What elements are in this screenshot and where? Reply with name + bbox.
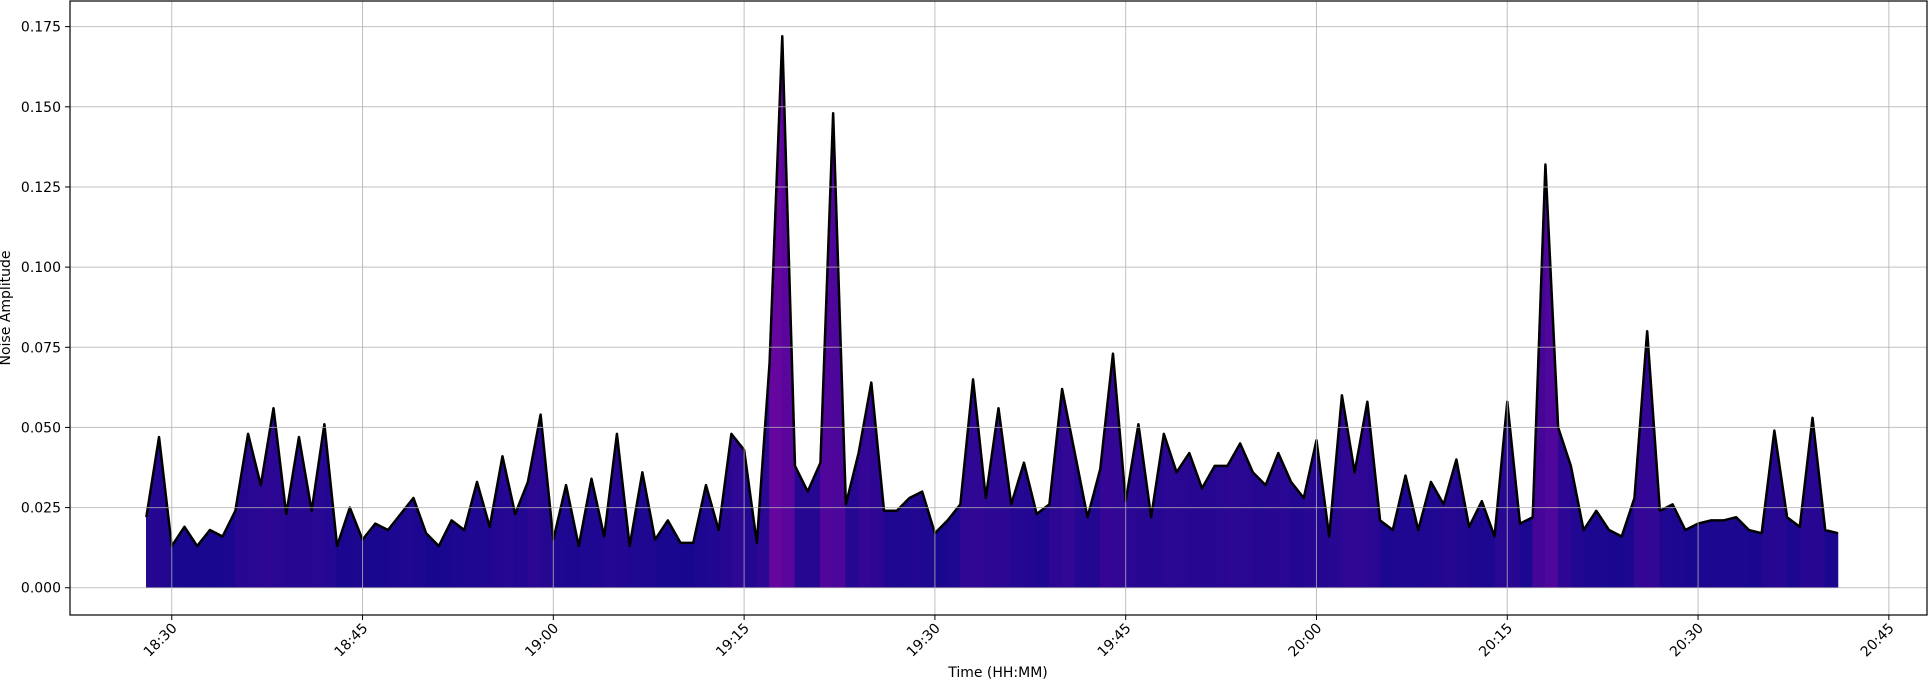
area-segment <box>209 529 223 589</box>
x-tick-label: 20:00 <box>1285 621 1325 661</box>
area-segment <box>1074 453 1088 589</box>
area-segment <box>985 408 999 589</box>
area-segment <box>1417 481 1432 589</box>
area-segment <box>527 414 541 589</box>
x-tick-label: 19:45 <box>1095 621 1135 661</box>
x-tick-label: 19:30 <box>904 621 944 661</box>
area-segment <box>1265 452 1279 589</box>
area-segment <box>260 408 274 589</box>
area-fill <box>146 36 1839 589</box>
area-segment <box>463 481 478 589</box>
area-segment <box>1341 395 1355 589</box>
area-segment <box>374 523 389 589</box>
area-segment <box>285 437 300 589</box>
area-segment <box>1456 459 1470 589</box>
area-segment <box>1392 475 1406 589</box>
area-segment <box>883 510 898 589</box>
area-segment <box>845 453 859 589</box>
area-segment <box>807 462 821 589</box>
area-segment <box>705 485 719 589</box>
area-segment <box>1099 353 1114 589</box>
area-segment <box>1023 462 1037 589</box>
x-tick-label: 19:15 <box>713 621 753 661</box>
x-tick-label: 19:00 <box>522 621 562 661</box>
plot-frame <box>69 0 1928 616</box>
area-segment <box>1481 501 1495 589</box>
area-segment <box>1227 442 1241 589</box>
area-segment <box>1252 471 1266 589</box>
area-segment <box>1710 520 1724 589</box>
area-segment <box>1278 452 1292 589</box>
area-segment <box>1303 440 1317 589</box>
x-tick-label: 18:45 <box>332 621 372 661</box>
area-segment <box>1087 469 1101 589</box>
area-segment <box>451 519 465 589</box>
area-segment <box>896 497 910 589</box>
area-segment <box>387 513 401 589</box>
y-axis-label: Noise Amplitude <box>0 250 14 365</box>
area-segment <box>502 456 516 589</box>
area-segment <box>909 491 923 589</box>
y-tick-label: 0.050 <box>21 420 61 436</box>
area-segment <box>921 491 936 589</box>
area-segment <box>235 433 249 589</box>
y-tick-label: 0.100 <box>21 260 61 276</box>
area-segment <box>298 437 312 589</box>
area-segment <box>731 432 745 589</box>
area-segment <box>1430 480 1444 589</box>
area-segment <box>1214 465 1228 589</box>
area-segment <box>1786 516 1801 589</box>
area-segment <box>413 497 427 589</box>
y-tick-label: 0.075 <box>21 340 61 356</box>
area-segment <box>1036 503 1050 589</box>
x-tick-label: 20:45 <box>1858 621 1898 661</box>
area-segment <box>1176 452 1190 589</box>
area-segment <box>1685 523 1699 589</box>
x-tick-label: 20:15 <box>1476 621 1516 661</box>
area-segment <box>1354 401 1368 589</box>
y-tick-label: 0.125 <box>21 180 61 196</box>
area-segment <box>680 542 694 589</box>
x-axis-label: Time (HH:MM) <box>947 665 1048 681</box>
area-segment <box>1405 475 1419 589</box>
y-tick-label: 0.150 <box>21 100 61 116</box>
area-segment <box>794 465 809 589</box>
area-segment <box>1697 520 1712 589</box>
area-segment <box>1824 529 1839 589</box>
area-segment <box>1290 481 1305 589</box>
area-segment <box>336 507 351 589</box>
y-tick-label: 0.000 <box>21 581 61 597</box>
area-segment <box>1608 529 1623 589</box>
area-segment <box>1723 516 1737 589</box>
y-tick-label: 0.025 <box>21 501 61 517</box>
x-tick-label: 20:30 <box>1667 621 1707 661</box>
area-segment <box>1659 503 1673 589</box>
x-tick-label: 18:30 <box>141 621 181 661</box>
amplitude-line <box>145 35 1839 548</box>
area-segment <box>349 507 363 589</box>
area-segment <box>1748 529 1762 589</box>
area-segment <box>1379 519 1394 589</box>
area-segment <box>1621 497 1635 589</box>
area-segment <box>1519 516 1534 589</box>
y-tick-label: 0.175 <box>21 20 61 36</box>
area-segment <box>1125 424 1139 589</box>
area-segment <box>476 481 491 589</box>
